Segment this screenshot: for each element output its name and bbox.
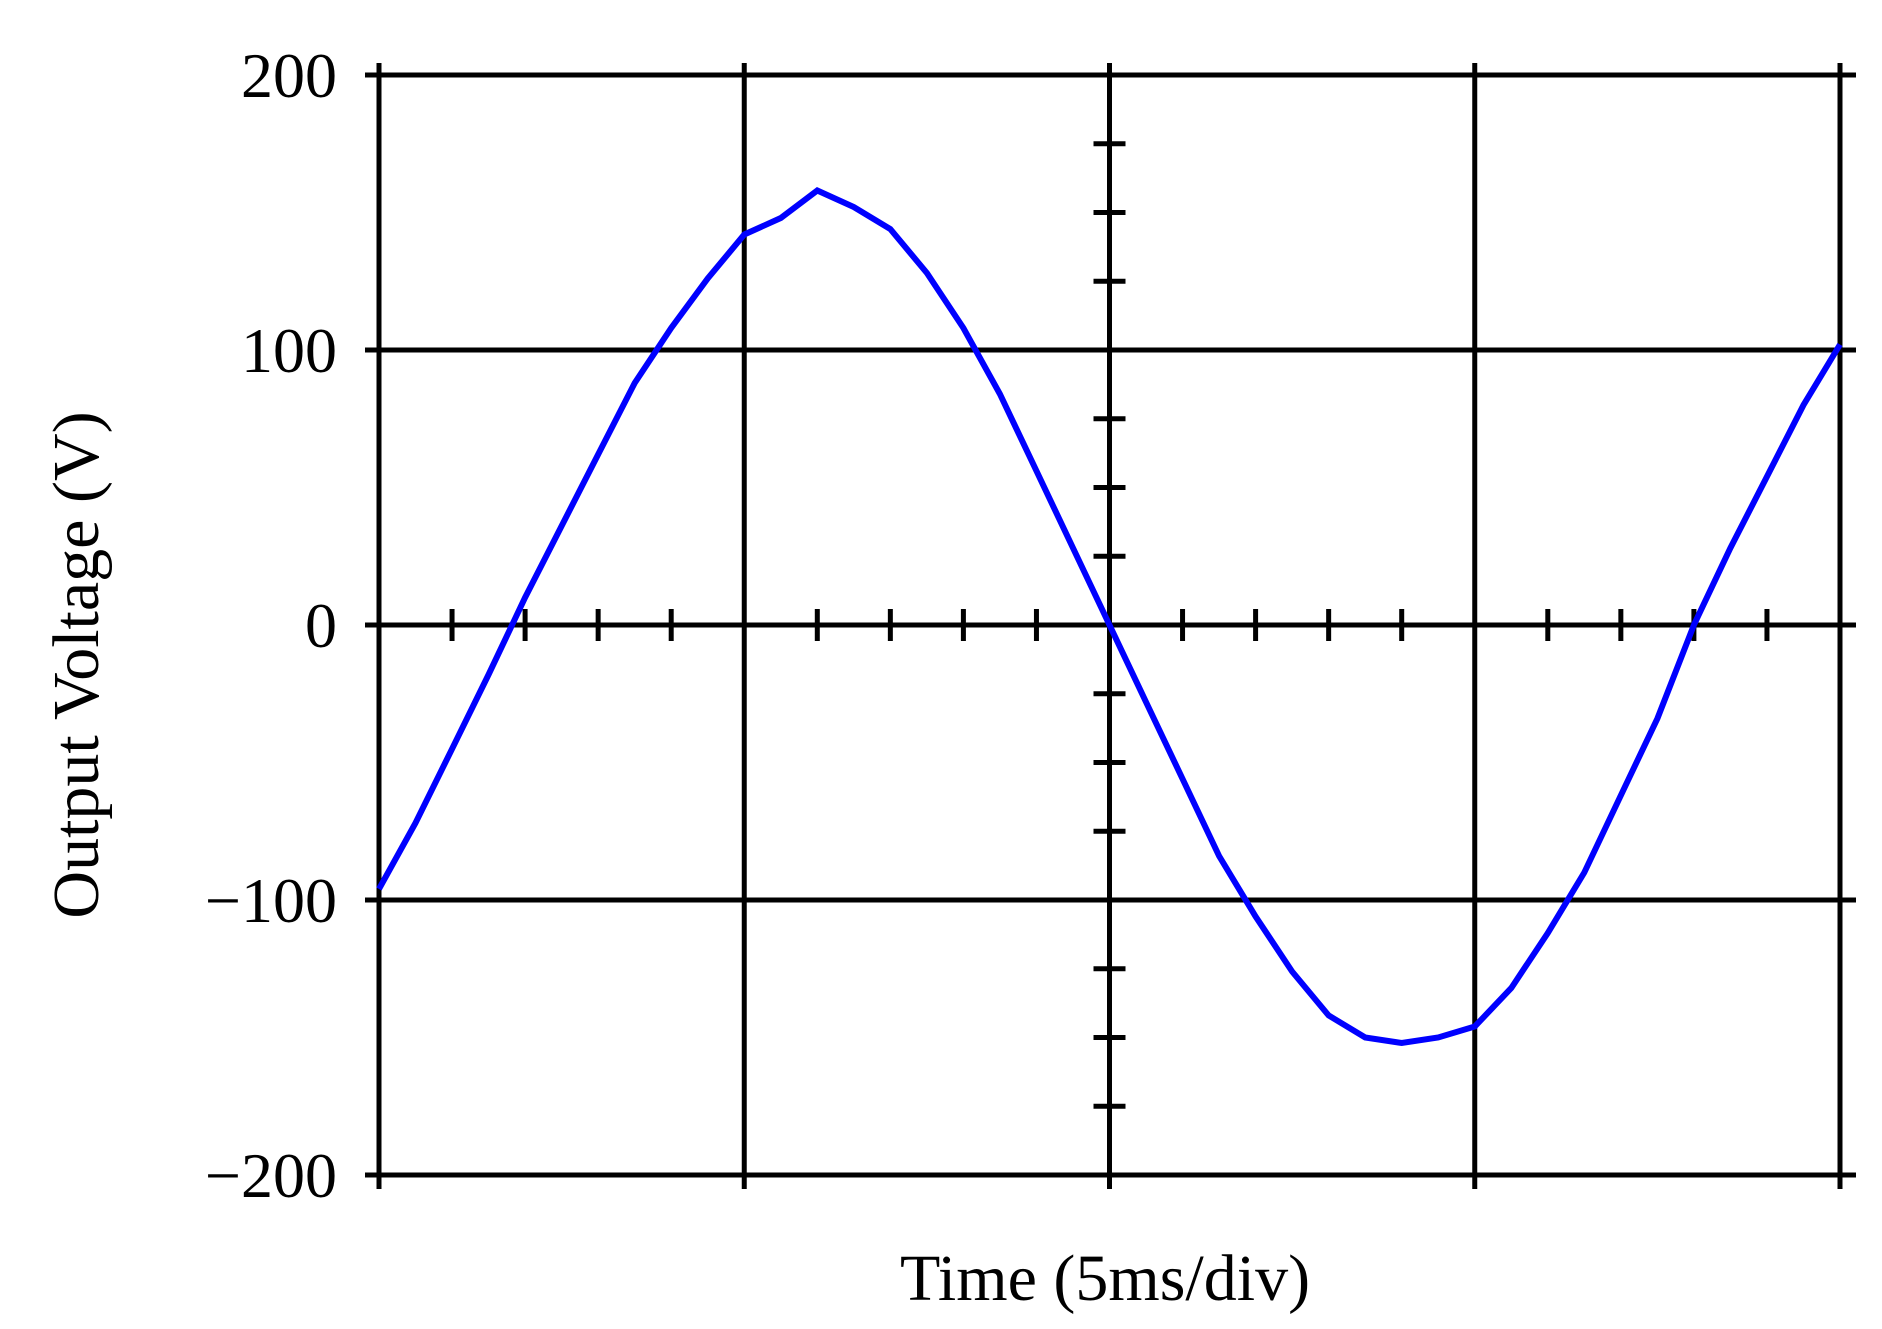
y-tick-label-4: −200 — [205, 1140, 337, 1211]
chart-grid — [365, 63, 1856, 1189]
y-tick-label-2: 0 — [305, 590, 337, 661]
x-axis-title: Time (5ms/div) — [900, 1242, 1310, 1315]
series-line-output-voltage — [376, 187, 1843, 1047]
y-tick-labels: 200 100 0 −100 −200 — [205, 40, 337, 1211]
y-tick-label-0: 200 — [241, 40, 337, 111]
y-axis-title: Output Voltage (V) — [40, 411, 113, 918]
y-tick-label-3: −100 — [205, 865, 337, 936]
y-tick-label-1: 100 — [241, 315, 337, 386]
